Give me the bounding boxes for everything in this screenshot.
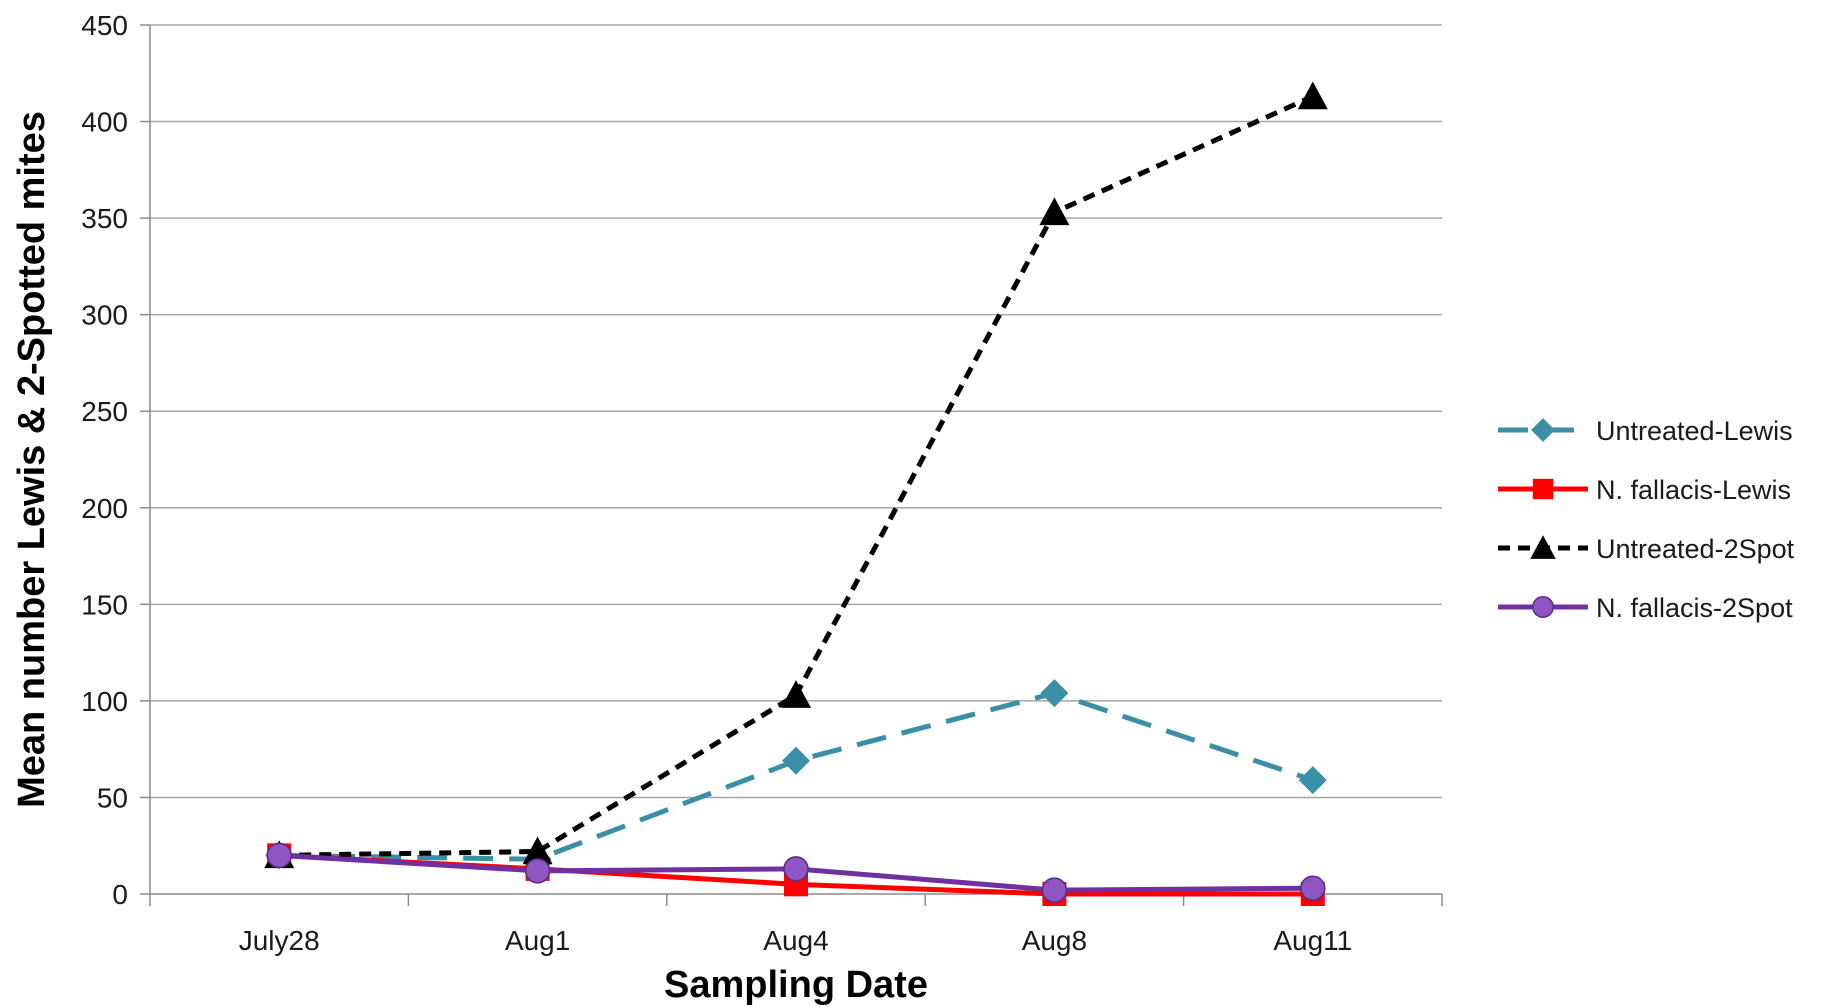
y-tick-label: 50 — [97, 782, 128, 813]
data-point — [522, 836, 553, 865]
data-point — [781, 680, 811, 708]
data-point — [266, 842, 292, 869]
legend-label: Untreated-Lewis — [1596, 416, 1793, 446]
y-tick-label: 400 — [81, 107, 128, 138]
legend-label: N. fallacis-Lewis — [1596, 475, 1791, 505]
y-axis-title: Mean number Lewis & 2-Spotted mites — [11, 111, 53, 808]
legend-marker — [1531, 418, 1555, 442]
data-point — [1298, 766, 1327, 795]
series-n-fallacis-2spot — [266, 842, 1326, 903]
gridlines — [140, 24, 1442, 895]
data-point — [782, 746, 810, 775]
y-tick-label: 250 — [81, 396, 128, 427]
legend-item: Untreated-2Spot — [1498, 534, 1795, 564]
x-tick-label: Aug8 — [1022, 925, 1087, 956]
y-tick-label: 0 — [112, 879, 128, 910]
y-tick-labels: 0 50 100 150 200 250 300 350 400 450 — [81, 10, 128, 910]
x-tick-label: Aug1 — [505, 925, 570, 956]
data-point — [1297, 81, 1328, 110]
y-tick-label: 200 — [81, 493, 128, 524]
data-point — [783, 856, 809, 882]
x-tick-label: Aug4 — [763, 925, 828, 956]
series-line — [279, 690, 1314, 862]
y-tick-label: 450 — [81, 10, 128, 41]
legend-item: Untreated-Lewis — [1498, 416, 1793, 446]
data-point — [1041, 877, 1068, 903]
data-point — [524, 858, 551, 884]
y-tick-label: 100 — [81, 686, 128, 717]
y-tick-label: 300 — [81, 300, 128, 331]
x-tick-label: July28 — [239, 925, 320, 956]
x-axis-title: Sampling Date — [664, 964, 928, 1006]
data-point — [1040, 679, 1069, 708]
data-point — [1039, 197, 1070, 226]
legend-marker — [1530, 535, 1556, 559]
legend-item: N. fallacis-2Spot — [1498, 593, 1793, 623]
series-untreated-lewis — [265, 679, 1327, 874]
legend-label: Untreated-2Spot — [1596, 534, 1795, 564]
y-tick-label: 350 — [81, 203, 128, 234]
legend-label: N. fallacis-2Spot — [1596, 593, 1793, 623]
legend: Untreated-Lewis N. fallacis-Lewis Untreate… — [1498, 416, 1795, 623]
data-point — [1300, 875, 1326, 901]
y-tick-label: 150 — [81, 589, 128, 620]
legend-marker — [1532, 596, 1554, 618]
x-tick-labels: July28 Aug1 Aug4 Aug8 Aug11 — [239, 925, 1353, 956]
x-tick-label: Aug11 — [1273, 925, 1352, 956]
legend-item: N. fallacis-Lewis — [1498, 475, 1791, 505]
legend-marker — [1532, 478, 1554, 500]
series-line — [279, 94, 1314, 858]
series-group — [264, 81, 1328, 906]
